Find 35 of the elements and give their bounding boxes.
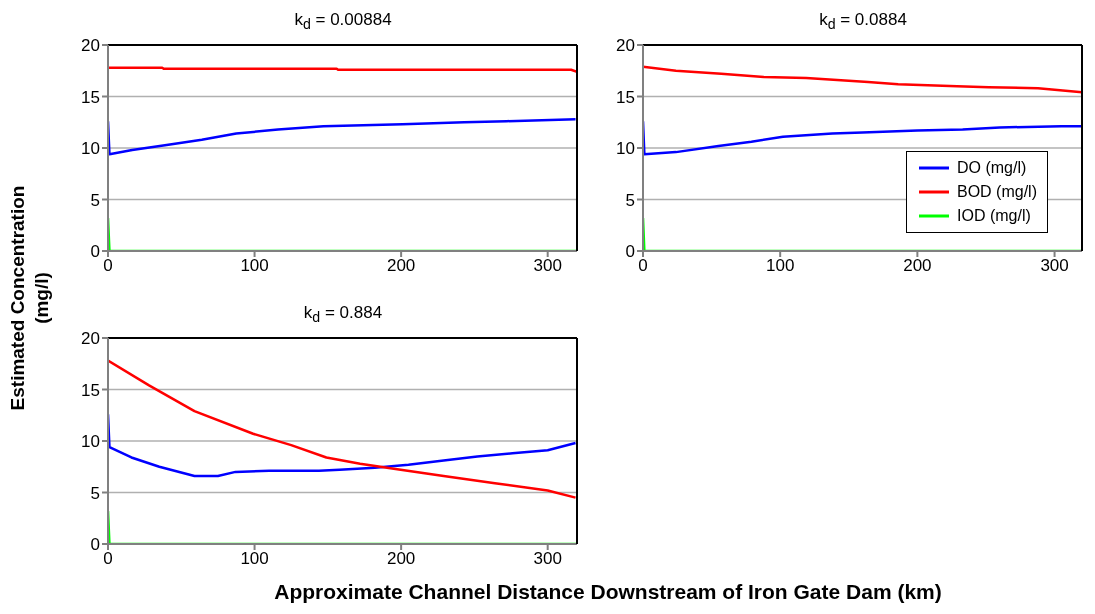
y-tick-label: 15 [81,380,100,400]
x-tick-label: 0 [103,549,113,569]
y-tick-label: 5 [625,190,635,210]
x-tick-label: 0 [103,256,113,276]
y-tick-label: 0 [90,242,100,262]
chart-title: k$_{d}$ = 0.00884 [293,10,393,33]
x-tick-label: 300 [533,549,562,569]
y-tick-label: 10 [81,139,100,159]
y-tick-label: 10 [616,139,635,159]
y-tick-label: 10 [81,432,100,452]
x-tick-label: 100 [766,256,795,276]
y-axis-title: Estimated Concentration (mg/l) [6,185,53,411]
x-tick-label: 300 [1040,256,1069,276]
y-tick-label: 15 [81,87,100,107]
x-tick-label: 200 [903,256,932,276]
x-tick-label: 100 [240,256,269,276]
x-axis-title: Approximate Channel Distance Downstream of Iron Gate Dam (km) [273,580,943,604]
y-tick-label: 5 [90,190,100,210]
y-tick-label: 0 [90,535,100,555]
legend-label: DO (mg/l) [957,158,1027,178]
y-tick-label: 15 [616,87,635,107]
chart-title: k$_{d}$ = 0.0884 [818,10,908,33]
x-tick-label: 200 [386,549,416,569]
legend-label: IOD (mg/l) [957,206,1031,226]
y-tick-label: 20 [616,36,635,56]
x-tick-label: 0 [638,256,648,276]
y-tick-label: 0 [625,242,635,262]
x-tick-label: 200 [386,256,416,276]
legend-label: BOD (mg/l) [957,182,1037,202]
chart-title: k$_{d}$ = 0.884 [302,303,384,326]
x-tick-label: 100 [240,549,269,569]
y-tick-label: 5 [90,483,100,503]
y-tick-label: 20 [81,329,100,349]
y-tick-label: 20 [81,36,100,56]
x-tick-label: 300 [533,256,562,276]
